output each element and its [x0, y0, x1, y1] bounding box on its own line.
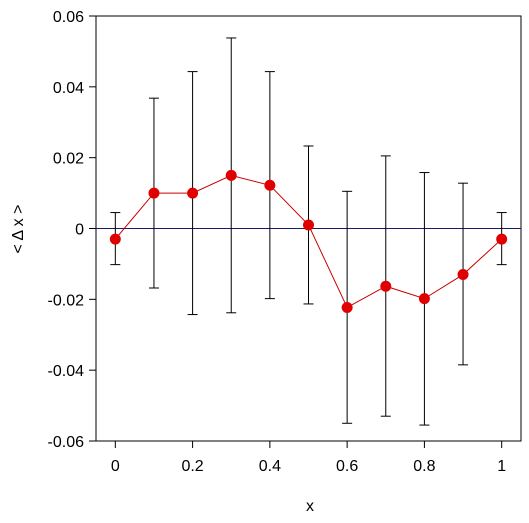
- x-tick-label: 1: [497, 458, 506, 475]
- y-tick-label: 0.04: [53, 80, 84, 97]
- data-point: [457, 269, 469, 281]
- y-axis: -0.06 -0.04 -0.02 0 0.02 0.04 0.06: [48, 9, 96, 451]
- data-point: [187, 187, 199, 199]
- y-tick-label: -0.02: [48, 292, 85, 309]
- x-tick-label: 0.6: [336, 458, 358, 475]
- y-tick-label: -0.06: [48, 434, 85, 451]
- data-point: [109, 233, 121, 245]
- y-tick-label: 0.02: [53, 151, 84, 168]
- data-point: [496, 233, 508, 245]
- y-axis-label: < Δ x >: [10, 205, 27, 254]
- data-point: [418, 293, 430, 305]
- y-tick-label: 0.06: [53, 9, 84, 26]
- x-tick-label: 0.2: [181, 458, 203, 475]
- x-axis: 0 0.2 0.4 0.6 0.8 1: [111, 441, 506, 475]
- data-point: [148, 187, 160, 199]
- data-points: [109, 169, 508, 313]
- data-point: [341, 301, 353, 313]
- data-point: [380, 280, 392, 292]
- y-tick-label: -0.04: [48, 363, 85, 380]
- data-point: [264, 179, 276, 191]
- x-tick-label: 0: [111, 458, 120, 475]
- data-point: [303, 219, 314, 231]
- x-tick-label: 0.8: [413, 458, 435, 475]
- y-tick-label: 0: [75, 222, 84, 239]
- error-bars: [110, 37, 507, 426]
- x-tick-label: 0.4: [259, 458, 281, 475]
- data-point: [225, 169, 237, 181]
- x-axis-label: x: [306, 498, 314, 515]
